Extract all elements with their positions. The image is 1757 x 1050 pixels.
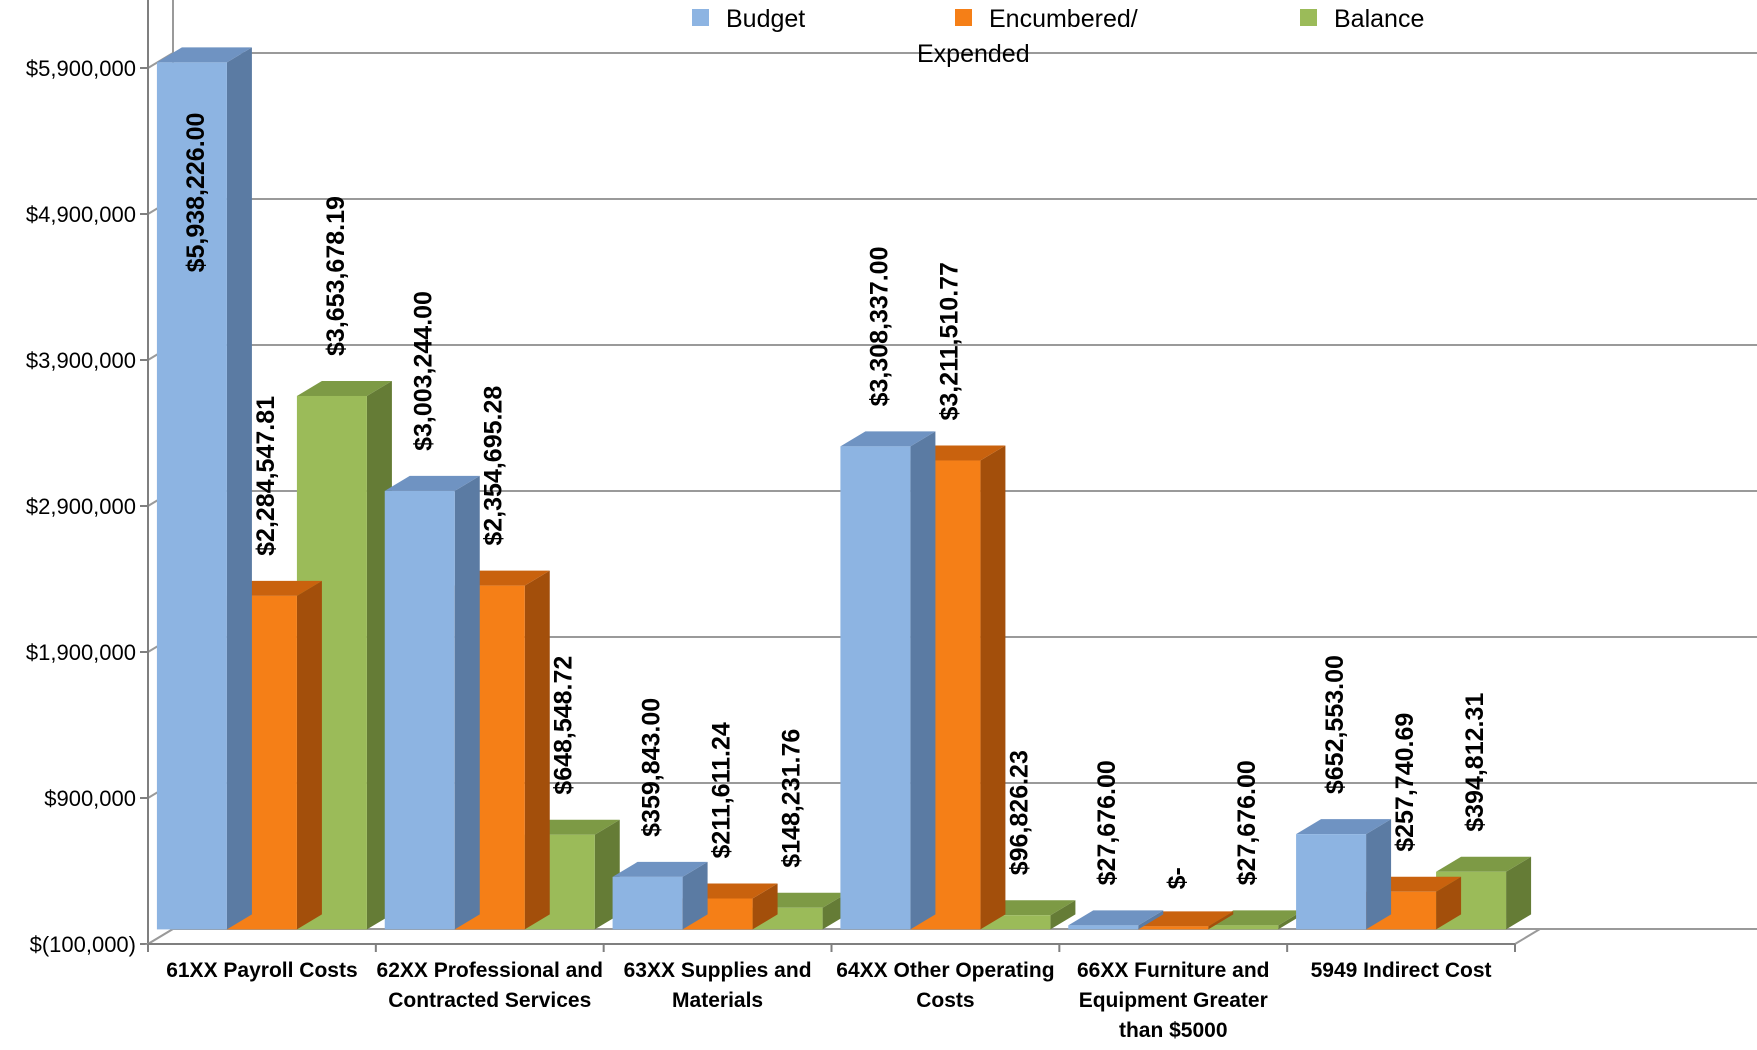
bar-side	[1208, 911, 1234, 930]
bar-top	[840, 431, 936, 447]
category-label: 64XX Other Operating Costs	[836, 959, 1054, 1012]
bar-side	[1436, 876, 1462, 930]
bar-front	[1208, 925, 1279, 930]
bar	[1068, 910, 1164, 930]
y-tick-label: $(100,000)	[30, 932, 136, 957]
bar-side	[752, 883, 778, 930]
bar-top	[384, 475, 480, 491]
data-label: $96,826.23	[1005, 750, 1033, 875]
bar-side	[1050, 900, 1076, 930]
legend-item: Budget	[692, 5, 805, 33]
legend: Budget Encumbered/Expended Balance	[692, 5, 1424, 68]
data-label: $3,003,244.00	[410, 291, 438, 451]
legend-item: Balance	[1300, 5, 1424, 33]
category-label: 62XX Professional and Contracted Services	[377, 959, 603, 1012]
data-label: $359,843.00	[638, 698, 666, 837]
bar-front	[156, 62, 227, 930]
bar-top	[1436, 856, 1532, 872]
bar-front	[840, 446, 911, 930]
bar-side	[1366, 819, 1392, 930]
bar	[384, 475, 480, 930]
y-tick-label: $4,900,000	[26, 202, 136, 227]
data-label: $-	[1163, 867, 1191, 889]
data-label: $211,611.24	[708, 722, 736, 858]
legend-label: Budget	[726, 5, 805, 33]
legend-swatch	[1300, 9, 1317, 26]
bar-front	[1138, 926, 1209, 930]
bar-front	[384, 490, 455, 930]
data-label: $648,548.72	[550, 656, 578, 795]
bar-side	[454, 475, 480, 930]
bar-side	[1138, 910, 1164, 930]
bar-side	[1506, 856, 1532, 930]
bar-top	[612, 861, 708, 877]
bar-top	[1296, 819, 1392, 835]
legend-swatch	[692, 9, 709, 26]
data-label: $652,553.00	[1321, 655, 1349, 794]
data-label: $148,231.76	[778, 729, 806, 868]
legend-swatch	[955, 9, 972, 26]
bar-top	[1068, 910, 1164, 926]
axis-layer: $(100,000) $900,000 $1,900,000 $2,900,000 $3…	[26, 0, 1544, 1042]
data-label: $3,308,337.00	[865, 246, 893, 406]
bar-side	[226, 47, 252, 930]
data-label: $5,938,226.00	[182, 113, 210, 273]
y-tick-label: $1,900,000	[26, 640, 136, 665]
category-label: 63XX Supplies and Materials	[624, 959, 812, 1012]
bar-top	[296, 380, 392, 396]
bar-front	[612, 876, 683, 930]
bars-layer	[156, 47, 1532, 930]
category-label: 5949 Indirect Cost	[1311, 959, 1492, 982]
y-tick-label: $2,900,000	[26, 494, 136, 519]
bar	[612, 861, 708, 930]
bar-side	[296, 580, 322, 930]
y-tick-label: $3,900,000	[26, 348, 136, 373]
category-label: 66XX Furniture and Equipment Greater than …	[1077, 959, 1270, 1042]
bar-side	[980, 445, 1006, 930]
bar-side	[524, 570, 550, 930]
bar-front	[1068, 925, 1139, 930]
data-labels-layer: $5,938,226.00 $2,284,547.81 $3,653,678.19 $…	[182, 113, 1489, 890]
y-tick-label: $900,000	[44, 786, 136, 811]
data-label: $2,354,695.28	[480, 386, 508, 546]
chart-floor	[144, 928, 1544, 945]
data-label: $2,284,547.81	[252, 396, 280, 556]
bar-top	[156, 47, 252, 63]
bar-front	[1296, 834, 1367, 930]
bar	[840, 431, 936, 930]
y-tick-label: $5,900,000	[26, 56, 136, 81]
data-label: $27,676.00	[1233, 760, 1261, 885]
data-label: $394,812.31	[1461, 693, 1489, 832]
data-label: $27,676.00	[1093, 760, 1121, 885]
bar-side	[910, 431, 936, 930]
data-label: $3,211,510.77	[935, 262, 963, 421]
data-label: $3,653,678.19	[322, 196, 350, 356]
legend-label: Encumbered/Expended	[917, 5, 1138, 68]
data-label: $257,740.69	[1391, 713, 1419, 852]
bar	[156, 47, 252, 930]
bar-side	[682, 861, 708, 930]
category-label: 61XX Payroll Costs	[166, 959, 357, 982]
bar	[1296, 819, 1392, 930]
legend-label: Balance	[1334, 5, 1424, 33]
legend-item: Encumbered/Expended	[917, 5, 1138, 68]
